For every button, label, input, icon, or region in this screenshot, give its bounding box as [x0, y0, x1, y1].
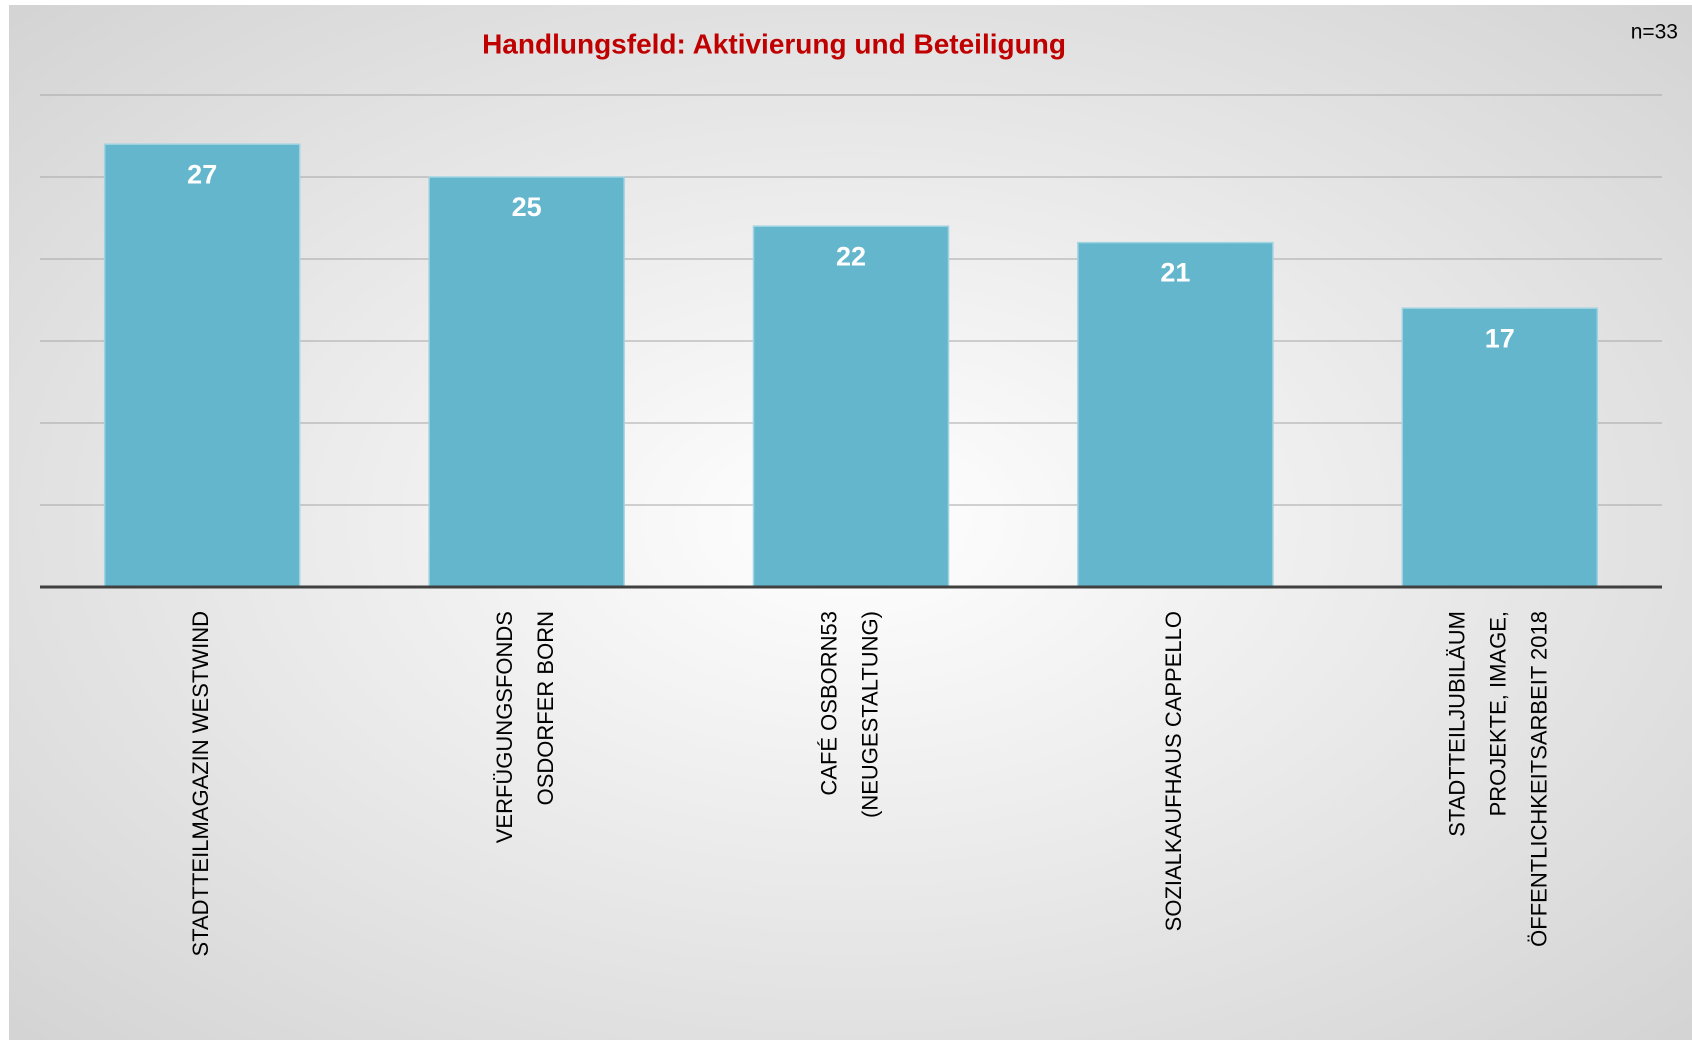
bar [428, 176, 625, 588]
x-tick-label: STADTTEILJUBILÄUM [1445, 611, 1470, 837]
x-tick-label: (NEUGESTALTUNG) [857, 611, 882, 818]
value-label: 22 [836, 241, 866, 271]
x-tick-label: PROJEKTE, IMAGE, [1486, 611, 1511, 816]
bar [752, 225, 950, 588]
x-tick-label: STADTTEILMAGAZIN WESTWIND [188, 611, 213, 956]
annotation: n=33 [1631, 21, 1678, 44]
x-tick-label: SOZIALKAUFHAUS CAPPELLO [1161, 611, 1186, 931]
value-label: 21 [1160, 258, 1190, 288]
value-label: 17 [1485, 323, 1515, 353]
chart-title: Handlungsfeld: Aktivierung und Beteiligu… [482, 28, 1066, 59]
x-tick-label: CAFÉ OSBORN53 [816, 611, 841, 796]
x-tick-label: VERFÜGUNGSFONDS [492, 611, 517, 843]
value-label: 25 [512, 192, 542, 222]
bar [1077, 241, 1274, 588]
x-tick-label: ÖFFENTLICHKEITSARBEIT 2018 [1527, 611, 1552, 947]
bar [1401, 307, 1599, 588]
x-tick-label: OSDORFER BORN [533, 611, 558, 805]
bar [103, 143, 301, 588]
value-label: 27 [187, 159, 217, 189]
